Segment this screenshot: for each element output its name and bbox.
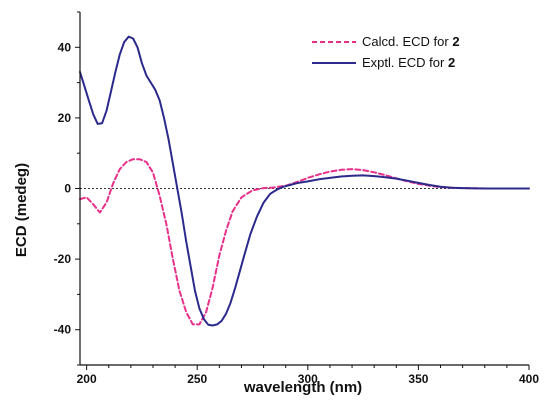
x-axis-title: wavelength (nm) [243,379,362,396]
x-tick-label: 350 [408,372,428,386]
series-line-exptl [79,35,530,327]
legend-label-prefix: Exptl. ECD for [362,55,448,70]
legend-label-exptl: Exptl. ECD for 2 [362,55,455,70]
y-axis-title: ECD (medeg) [13,163,30,257]
y-tick-label: 20 [58,111,72,125]
x-tick-label: 400 [519,372,539,386]
legend-compound-number: 2 [448,55,455,70]
y-tick-label: -40 [54,323,72,337]
x-tick-label: 200 [77,372,97,386]
x-tick-label: 300 [298,372,318,386]
ticks-layer: 200 250 300 350 400 -40 -20 0 20 40 [54,11,539,386]
y-tick-label: 0 [64,182,71,196]
legend-label-calcd: Calcd. ECD for 2 [362,34,460,49]
y-tick-label: 40 [58,40,72,54]
series-layer [79,35,530,327]
y-tick-label: -20 [54,252,72,266]
legend-label-prefix: Calcd. ECD for [362,34,452,49]
legend-compound-number: 2 [452,34,459,49]
series-line-calcd [79,158,530,326]
x-tick-label: 250 [187,372,207,386]
